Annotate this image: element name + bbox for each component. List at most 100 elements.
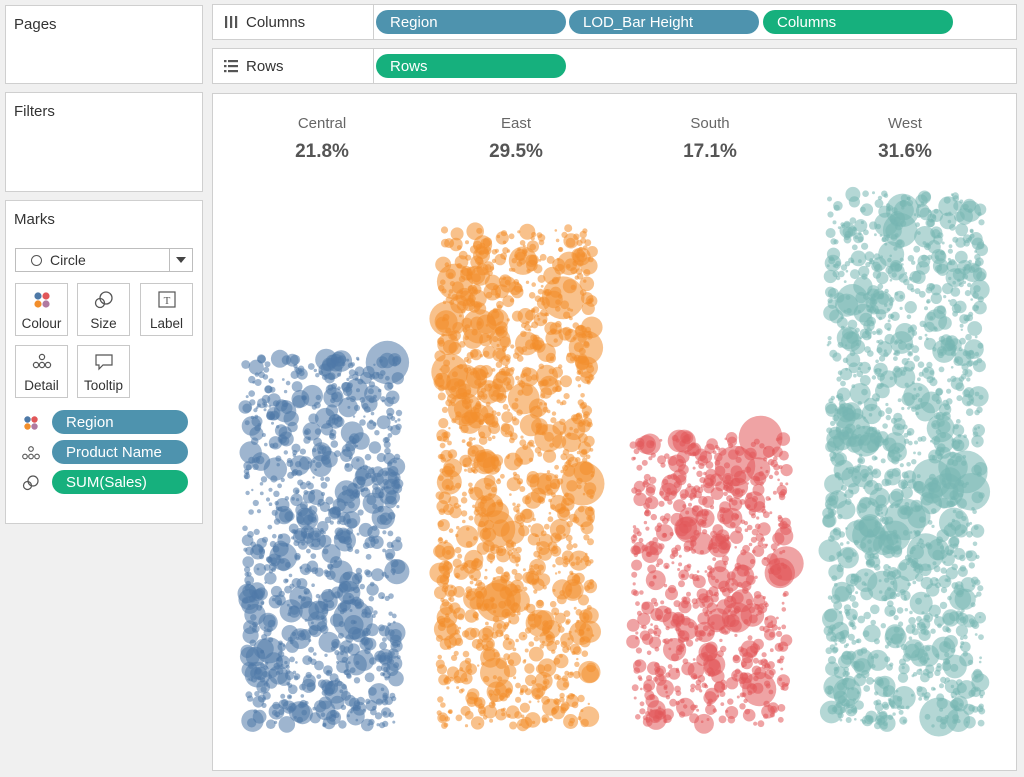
bubble-mark[interactable]: [852, 614, 857, 619]
bubble-mark[interactable]: [384, 382, 393, 391]
bubble-mark[interactable]: [491, 435, 496, 440]
bubble-mark[interactable]: [388, 611, 393, 616]
bubble-mark[interactable]: [362, 402, 369, 410]
sum-sales-pill[interactable]: SUM(Sales): [52, 470, 188, 494]
bubble-mark[interactable]: [917, 361, 925, 369]
bubble-mark[interactable]: [946, 388, 952, 394]
bubble-mark[interactable]: [263, 403, 268, 408]
bubble-mark[interactable]: [566, 695, 570, 699]
bubble-mark[interactable]: [753, 721, 758, 726]
bubble-mark[interactable]: [382, 437, 389, 444]
bubble-mark[interactable]: [880, 623, 886, 629]
bubble-mark[interactable]: [947, 378, 952, 383]
bubble-mark[interactable]: [665, 491, 671, 497]
bubble-mark[interactable]: [629, 441, 637, 449]
bubble-mark[interactable]: [453, 607, 466, 620]
bubble-mark[interactable]: [687, 483, 692, 488]
bubble-mark[interactable]: [260, 663, 265, 668]
bubble-mark[interactable]: [892, 686, 916, 709]
bubble-mark[interactable]: [389, 692, 396, 699]
bubble-mark[interactable]: [891, 272, 897, 278]
bubble-mark[interactable]: [439, 714, 446, 722]
bubble-mark[interactable]: [952, 195, 960, 202]
bubble-mark[interactable]: [325, 496, 334, 505]
bubble-mark[interactable]: [824, 685, 834, 695]
bubble-mark[interactable]: [759, 443, 765, 449]
bubble-mark[interactable]: [368, 718, 375, 726]
bubble-mark[interactable]: [495, 566, 504, 575]
bubble-mark[interactable]: [832, 270, 840, 278]
bubble-mark[interactable]: [360, 636, 370, 646]
bubble-mark[interactable]: [837, 226, 841, 230]
bubble-mark[interactable]: [578, 433, 588, 443]
bubble-mark[interactable]: [930, 226, 943, 239]
bubble-mark[interactable]: [866, 324, 871, 329]
bubble-mark[interactable]: [883, 564, 890, 571]
bubble-mark[interactable]: [917, 231, 921, 235]
bubble-mark[interactable]: [671, 561, 675, 565]
bubble-mark[interactable]: [654, 666, 660, 673]
bubble-mark[interactable]: [484, 568, 488, 572]
bubble-mark[interactable]: [874, 435, 885, 447]
bubble-mark[interactable]: [277, 533, 283, 539]
bubble-mark[interactable]: [886, 586, 892, 591]
bubble-mark[interactable]: [547, 516, 554, 523]
bubble-mark[interactable]: [754, 575, 758, 579]
bubble-mark[interactable]: [515, 563, 519, 567]
bubble-mark[interactable]: [746, 492, 753, 499]
bubble-mark[interactable]: [887, 714, 894, 720]
bubble-mark[interactable]: [843, 309, 847, 313]
bubble-mark[interactable]: [726, 613, 740, 628]
bubble-mark[interactable]: [580, 718, 589, 728]
bubble-mark[interactable]: [453, 399, 473, 418]
bubble-mark[interactable]: [830, 238, 837, 245]
bubble-mark[interactable]: [889, 279, 893, 282]
bubble-mark[interactable]: [327, 372, 336, 381]
bubble-mark[interactable]: [889, 376, 894, 381]
bubble-mark[interactable]: [698, 636, 703, 641]
bubble-mark[interactable]: [330, 440, 339, 448]
bubble-mark[interactable]: [530, 487, 546, 503]
bubble-mark[interactable]: [266, 719, 276, 729]
bubble-mark[interactable]: [460, 510, 468, 517]
bubble-mark[interactable]: [239, 646, 260, 667]
bubble-mark[interactable]: [506, 249, 511, 253]
bubble-mark[interactable]: [310, 553, 317, 559]
bubble-mark[interactable]: [515, 696, 522, 703]
bubble-mark[interactable]: [742, 587, 749, 594]
bubble-mark[interactable]: [970, 619, 978, 628]
bubble-mark[interactable]: [706, 571, 713, 578]
bubble-mark[interactable]: [564, 492, 569, 498]
bubble-mark[interactable]: [641, 545, 659, 563]
bubble-mark[interactable]: [845, 269, 849, 273]
bubble-mark[interactable]: [259, 491, 264, 496]
bubble-mark[interactable]: [924, 306, 928, 311]
bubble-mark[interactable]: [431, 353, 469, 391]
bubble-mark[interactable]: [866, 677, 874, 685]
columns-pill-region[interactable]: Region: [376, 10, 566, 34]
bubble-mark[interactable]: [903, 432, 909, 438]
bubble-mark[interactable]: [443, 560, 450, 566]
bubble-mark[interactable]: [671, 434, 679, 442]
bubble-mark[interactable]: [947, 257, 951, 261]
bubble-mark[interactable]: [451, 654, 458, 662]
bubble-mark[interactable]: [368, 595, 375, 602]
bubble-mark[interactable]: [896, 705, 902, 710]
bubble-mark[interactable]: [769, 511, 773, 515]
bubble-mark[interactable]: [511, 416, 517, 422]
bubble-mark[interactable]: [632, 533, 637, 538]
bubble-mark[interactable]: [444, 635, 457, 649]
bubble-mark[interactable]: [519, 702, 530, 713]
bubble-mark[interactable]: [890, 488, 904, 502]
bubble-mark[interactable]: [460, 566, 465, 571]
bubble-mark[interactable]: [920, 623, 926, 628]
bubble-mark[interactable]: [683, 564, 691, 572]
bubble-mark[interactable]: [948, 276, 952, 281]
bubble-mark[interactable]: [551, 411, 557, 416]
bubble-mark[interactable]: [313, 652, 317, 656]
bubble-mark[interactable]: [276, 463, 280, 467]
bubble-mark[interactable]: [461, 317, 473, 329]
bubble-mark[interactable]: [245, 471, 250, 476]
bubble-mark[interactable]: [567, 573, 581, 586]
bubble-mark[interactable]: [478, 420, 483, 425]
